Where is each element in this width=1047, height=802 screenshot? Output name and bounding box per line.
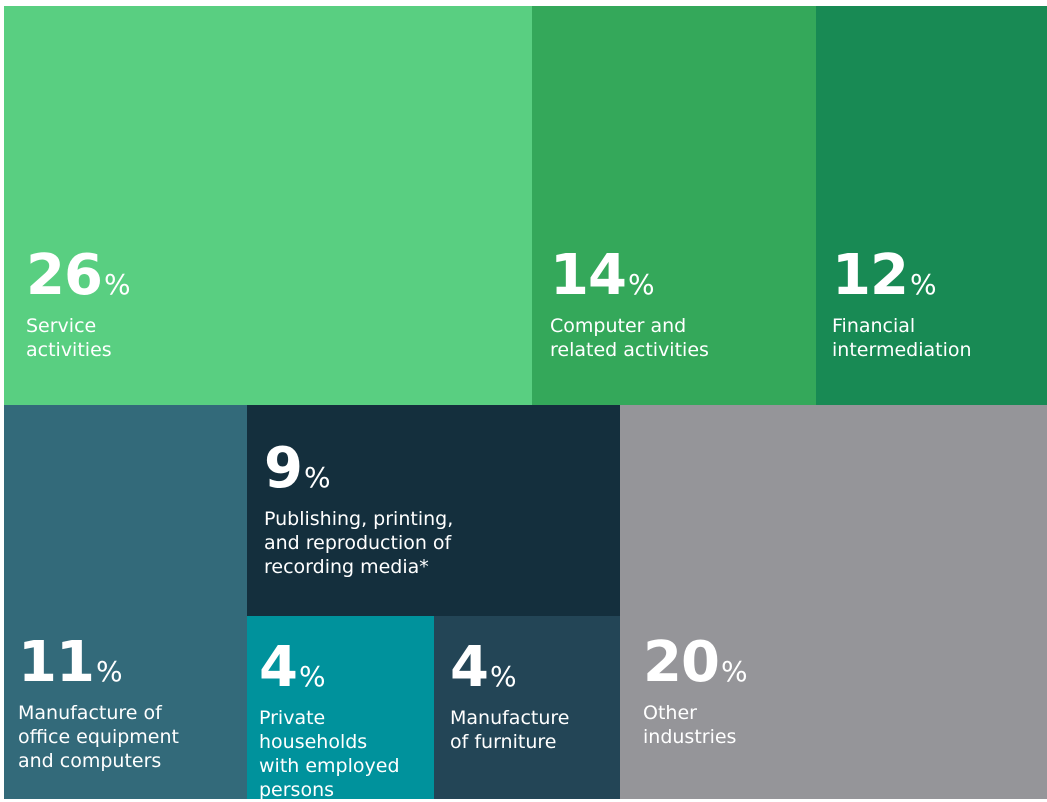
tile-value: 12% [832, 248, 972, 304]
treemap-tile: 4% Private households with employed perso… [247, 616, 434, 802]
tile-category-label: Manufacture of furniture [450, 707, 570, 753]
tile-value-unit: % [627, 268, 655, 301]
tile-value-unit: % [103, 268, 131, 301]
tile-value-number: 14 [550, 243, 627, 308]
tile-label-group: 12% Financial intermediation [832, 248, 972, 362]
treemap-tile: 14% Computer and related activities [532, 6, 816, 405]
tile-category-label: Computer and related activities [550, 315, 709, 361]
tile-label-group: 14% Computer and related activities [550, 248, 709, 362]
treemap-tile: 26% Service activities [4, 6, 532, 405]
tile-value-number: 11 [18, 630, 95, 695]
tile-value: 4% [259, 640, 400, 696]
tile-value: 20% [643, 635, 748, 691]
tile-label-group: 26% Service activities [26, 248, 131, 362]
tile-label-group: 9% Publishing, printing, and reproduction… [264, 441, 453, 579]
tile-value-unit: % [298, 660, 326, 693]
treemap-tile: 4% Manufacture of furniture [434, 616, 620, 799]
tile-category-label: Private households with employed persons [259, 707, 400, 801]
tile-category-label: Financial intermediation [832, 315, 972, 361]
tile-category-label: Publishing, printing, and reproduction o… [264, 508, 454, 578]
tile-value: 26% [26, 248, 131, 304]
tile-value-number: 4 [450, 635, 489, 700]
treemap-tile: 9% Publishing, printing, and reproduction… [247, 405, 620, 616]
tile-value-number: 4 [259, 635, 298, 700]
tile-value-unit: % [95, 655, 123, 688]
tile-category-label: Other industries [643, 702, 737, 748]
tile-value-unit: % [720, 655, 748, 688]
tile-value-unit: % [909, 268, 937, 301]
treemap-tile: 12% Financial intermediation [816, 6, 1047, 405]
tile-value-number: 20 [643, 630, 720, 695]
tile-value-number: 12 [832, 243, 909, 308]
tile-value-unit: % [489, 660, 517, 693]
tile-value: 4% [450, 640, 569, 696]
tile-label-group: 20% Other industries [643, 635, 748, 749]
tile-value: 14% [550, 248, 709, 304]
tile-label-group: 4% Private households with employed perso… [259, 640, 400, 802]
tile-value-number: 26 [26, 243, 103, 308]
treemap-tile: 11% Manufacture of office equipment and c… [4, 405, 247, 799]
tile-value: 11% [18, 635, 179, 691]
tile-category-label: Manufacture of office equipment and comp… [18, 702, 179, 772]
tile-value-number: 9 [264, 436, 303, 501]
tile-label-group: 4% Manufacture of furniture [450, 640, 569, 754]
tile-label-group: 11% Manufacture of office equipment and c… [18, 635, 179, 773]
tile-value-unit: % [303, 461, 331, 494]
treemap-tile: 20% Other industries [620, 405, 1047, 799]
tile-category-label: Service activities [26, 315, 112, 361]
tile-value: 9% [264, 441, 453, 497]
